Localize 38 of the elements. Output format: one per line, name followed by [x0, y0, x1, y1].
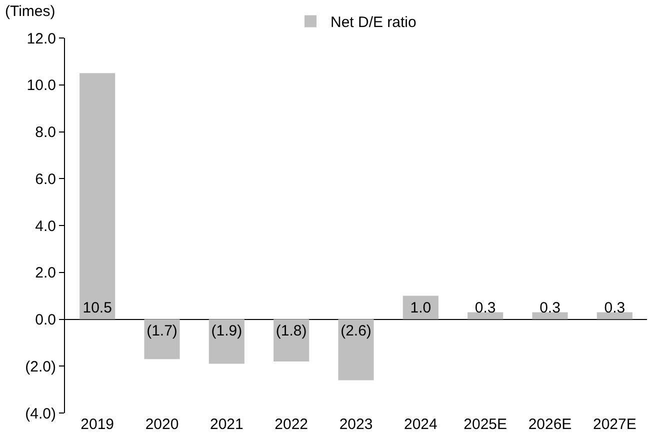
y-tick-label: 10.0 — [26, 77, 56, 94]
y-tick-label: 6.0 — [35, 170, 56, 188]
data-label: 0.3 — [540, 299, 560, 316]
bar — [274, 319, 310, 362]
y-tick-label: 12.0 — [26, 30, 56, 48]
data-label: (1.8) — [276, 322, 307, 340]
data-label: (1.9) — [211, 322, 242, 340]
data-label: 10.5 — [82, 299, 112, 316]
y-tick-label: (2.0) — [25, 358, 56, 376]
data-label: 0.3 — [604, 299, 626, 316]
legend-label: Net D/E ratio — [330, 14, 416, 32]
bar — [338, 319, 374, 380]
bar — [144, 319, 180, 360]
bar — [80, 73, 116, 320]
x-tick-label: 2025E — [464, 416, 508, 433]
data-label: 0.3 — [474, 299, 496, 316]
data-label: (1.7) — [146, 322, 178, 340]
x-tick-label: 2020 — [145, 416, 179, 433]
x-tick-label: 2023 — [339, 416, 373, 433]
x-tick-label: 2027E — [592, 416, 636, 433]
x-tick-label: 2021 — [210, 416, 244, 433]
y-tick-label: 8.0 — [35, 124, 56, 141]
bar — [208, 319, 244, 364]
y-tick-label: 2.0 — [35, 264, 56, 282]
y-tick-label: 0.0 — [35, 312, 56, 328]
x-tick-label: 2019 — [80, 416, 114, 433]
bar — [596, 312, 632, 320]
data-label: 1.0 — [410, 299, 432, 316]
bar — [468, 312, 504, 320]
bar — [532, 312, 568, 320]
bar — [402, 296, 438, 320]
x-tick-label: 2026E — [528, 416, 572, 433]
y-tick-label: 4.0 — [35, 218, 56, 235]
x-tick-label: 2022 — [274, 416, 308, 433]
data-label: (2.6) — [340, 322, 372, 340]
x-tick-label: 2024 — [404, 416, 438, 433]
y-axis-title: (Times) — [5, 3, 56, 20]
y-tick-label: (4.0) — [25, 405, 56, 422]
